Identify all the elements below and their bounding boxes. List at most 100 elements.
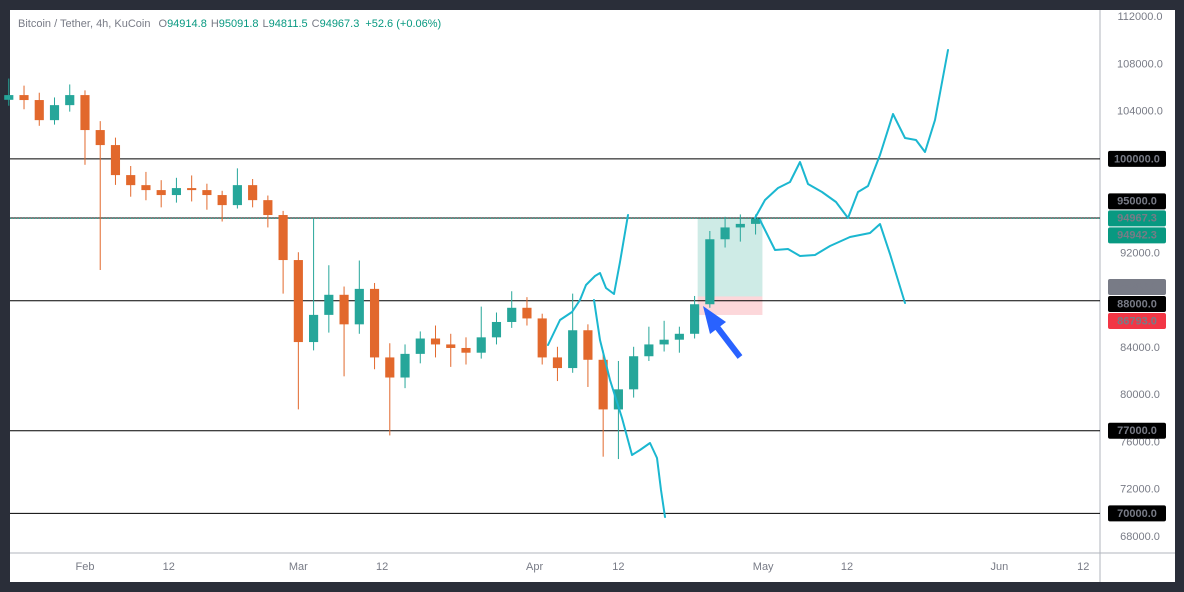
candle-body (217, 195, 227, 206)
x-tick-label: 12 (841, 561, 853, 573)
candle-body (369, 288, 380, 358)
candle-body (65, 95, 75, 106)
candle-body (232, 185, 242, 206)
price-badge-label: 70000.0 (1117, 508, 1157, 520)
candle-body (202, 190, 212, 196)
candle-body (4, 95, 14, 100)
y-tick-label: 84000.0 (1120, 342, 1160, 354)
candle-body (309, 314, 319, 343)
candle-body (187, 188, 197, 191)
candle-body (80, 95, 90, 131)
candle-body (49, 105, 60, 121)
candle-body (415, 338, 425, 354)
projection-path (593, 299, 666, 518)
candle-body (461, 347, 471, 353)
candle-body (95, 130, 105, 146)
ohlc-value: 94811.5 (269, 18, 308, 30)
projection-path (759, 219, 906, 304)
price-badge (1108, 279, 1166, 296)
candle-body (598, 359, 608, 410)
x-tick-label: Feb (75, 561, 94, 573)
candle-body (171, 188, 181, 196)
candle-body (430, 338, 441, 345)
x-tick-label: 12 (1077, 561, 1089, 573)
price-badge (1108, 505, 1166, 522)
price-axis: 68000.0 72000.0 76000.0 80000.0 84000.0 92000… (1108, 11, 1166, 543)
candle-body (522, 307, 532, 319)
arrow-shaft (711, 321, 743, 359)
candle-body (34, 100, 44, 121)
y-tick-label: 92000.0 (1120, 247, 1160, 259)
candle-body (446, 344, 456, 348)
plot (4, 78, 1100, 514)
price-badge-label: 100000.0 (1114, 153, 1160, 165)
price-badge-label: 94967.3 (1117, 213, 1157, 225)
candle-body (126, 175, 136, 186)
price-badge-label: 77000.0 (1117, 425, 1157, 437)
candle-body (568, 330, 578, 369)
x-tick-label: 12 (612, 561, 624, 573)
candle-body (659, 339, 669, 345)
candle-body (537, 318, 547, 358)
candle-body (674, 333, 684, 340)
price-badge (1108, 150, 1166, 167)
candle-body (735, 223, 745, 228)
candle-body (552, 357, 563, 369)
legend: Bitcoin / Tether, 4h, KuCoin O94914.8 H950… (18, 18, 441, 30)
y-tick-label: 104000.0 (1117, 106, 1163, 118)
ohlc-key: H (211, 18, 219, 30)
candle-body (248, 185, 258, 201)
candle-body (629, 356, 639, 390)
candle-body (583, 330, 593, 360)
ohlc-value: 94914.8 (167, 18, 207, 30)
price-badge (1108, 193, 1166, 210)
price-badge-label: 88362.3 (1117, 281, 1157, 293)
candle-body (354, 288, 364, 325)
x-tick-label: 12 (163, 561, 175, 573)
price-badge (1108, 313, 1166, 330)
candle-body (110, 145, 121, 176)
candle-body (385, 357, 395, 378)
ohlc-value: 94967.3 (320, 18, 360, 30)
x-tick-label: Apr (526, 561, 543, 573)
ohlc-value: 95091.8 (219, 18, 259, 30)
candle-body (507, 307, 517, 322)
y-tick-label: 80000.0 (1120, 389, 1160, 401)
projection-path (547, 214, 629, 346)
panel (10, 10, 1175, 582)
candle-body (720, 227, 730, 240)
projections (547, 49, 949, 518)
ohlc-key: L (263, 18, 269, 30)
price-badge-label: 88000.0 (1117, 298, 1157, 310)
price-badge-label: 86793.0 (1117, 315, 1157, 327)
x-tick-label: Mar (289, 561, 308, 573)
arrow-head (703, 306, 726, 334)
candle-body (476, 337, 486, 353)
candle-body (750, 218, 761, 224)
ohlc: O94914.8 H95091.8 L94811.5 C94967.3 (159, 18, 360, 30)
candle-body (613, 389, 623, 410)
symbol: Bitcoin / Tether, 4h, KuCoin (18, 18, 151, 30)
candle-body (263, 200, 273, 216)
x-tick-label: 12 (376, 561, 388, 573)
x-tick-label: May (753, 561, 774, 573)
price-badge-label: 94942.3 (1117, 230, 1157, 242)
y-tick-label: 76000.0 (1120, 436, 1160, 448)
candle-body (19, 95, 29, 101)
candle-body (400, 353, 410, 378)
y-tick-label: 72000.0 (1120, 484, 1160, 496)
candle-body (491, 321, 502, 338)
candle-body (156, 190, 166, 196)
candle-body (278, 215, 288, 261)
projection-path (754, 49, 949, 219)
ohlc-key: C (312, 18, 320, 30)
candle-body (339, 294, 349, 325)
candle-body (705, 239, 715, 305)
candle-body (690, 304, 700, 334)
ohlc-key: O (159, 18, 168, 30)
price-badge (1108, 227, 1166, 244)
candle-body (141, 185, 151, 191)
y-tick-label: 112000.0 (1117, 11, 1162, 23)
